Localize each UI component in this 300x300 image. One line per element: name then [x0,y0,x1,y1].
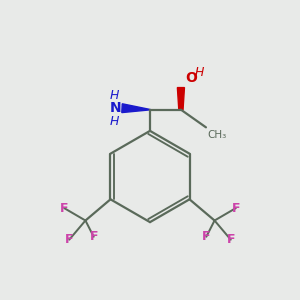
Text: O: O [185,71,197,85]
Text: H: H [110,115,119,128]
Text: F: F [226,233,235,246]
Text: F: F [60,202,68,215]
Text: F: F [89,230,98,243]
Polygon shape [122,104,150,112]
Polygon shape [177,88,184,110]
Text: CH₃: CH₃ [207,130,227,140]
Text: H: H [195,66,204,79]
Text: N: N [110,101,122,115]
Text: F: F [202,230,211,243]
Text: F: F [232,202,240,215]
Text: H: H [110,89,119,102]
Text: F: F [65,233,74,246]
